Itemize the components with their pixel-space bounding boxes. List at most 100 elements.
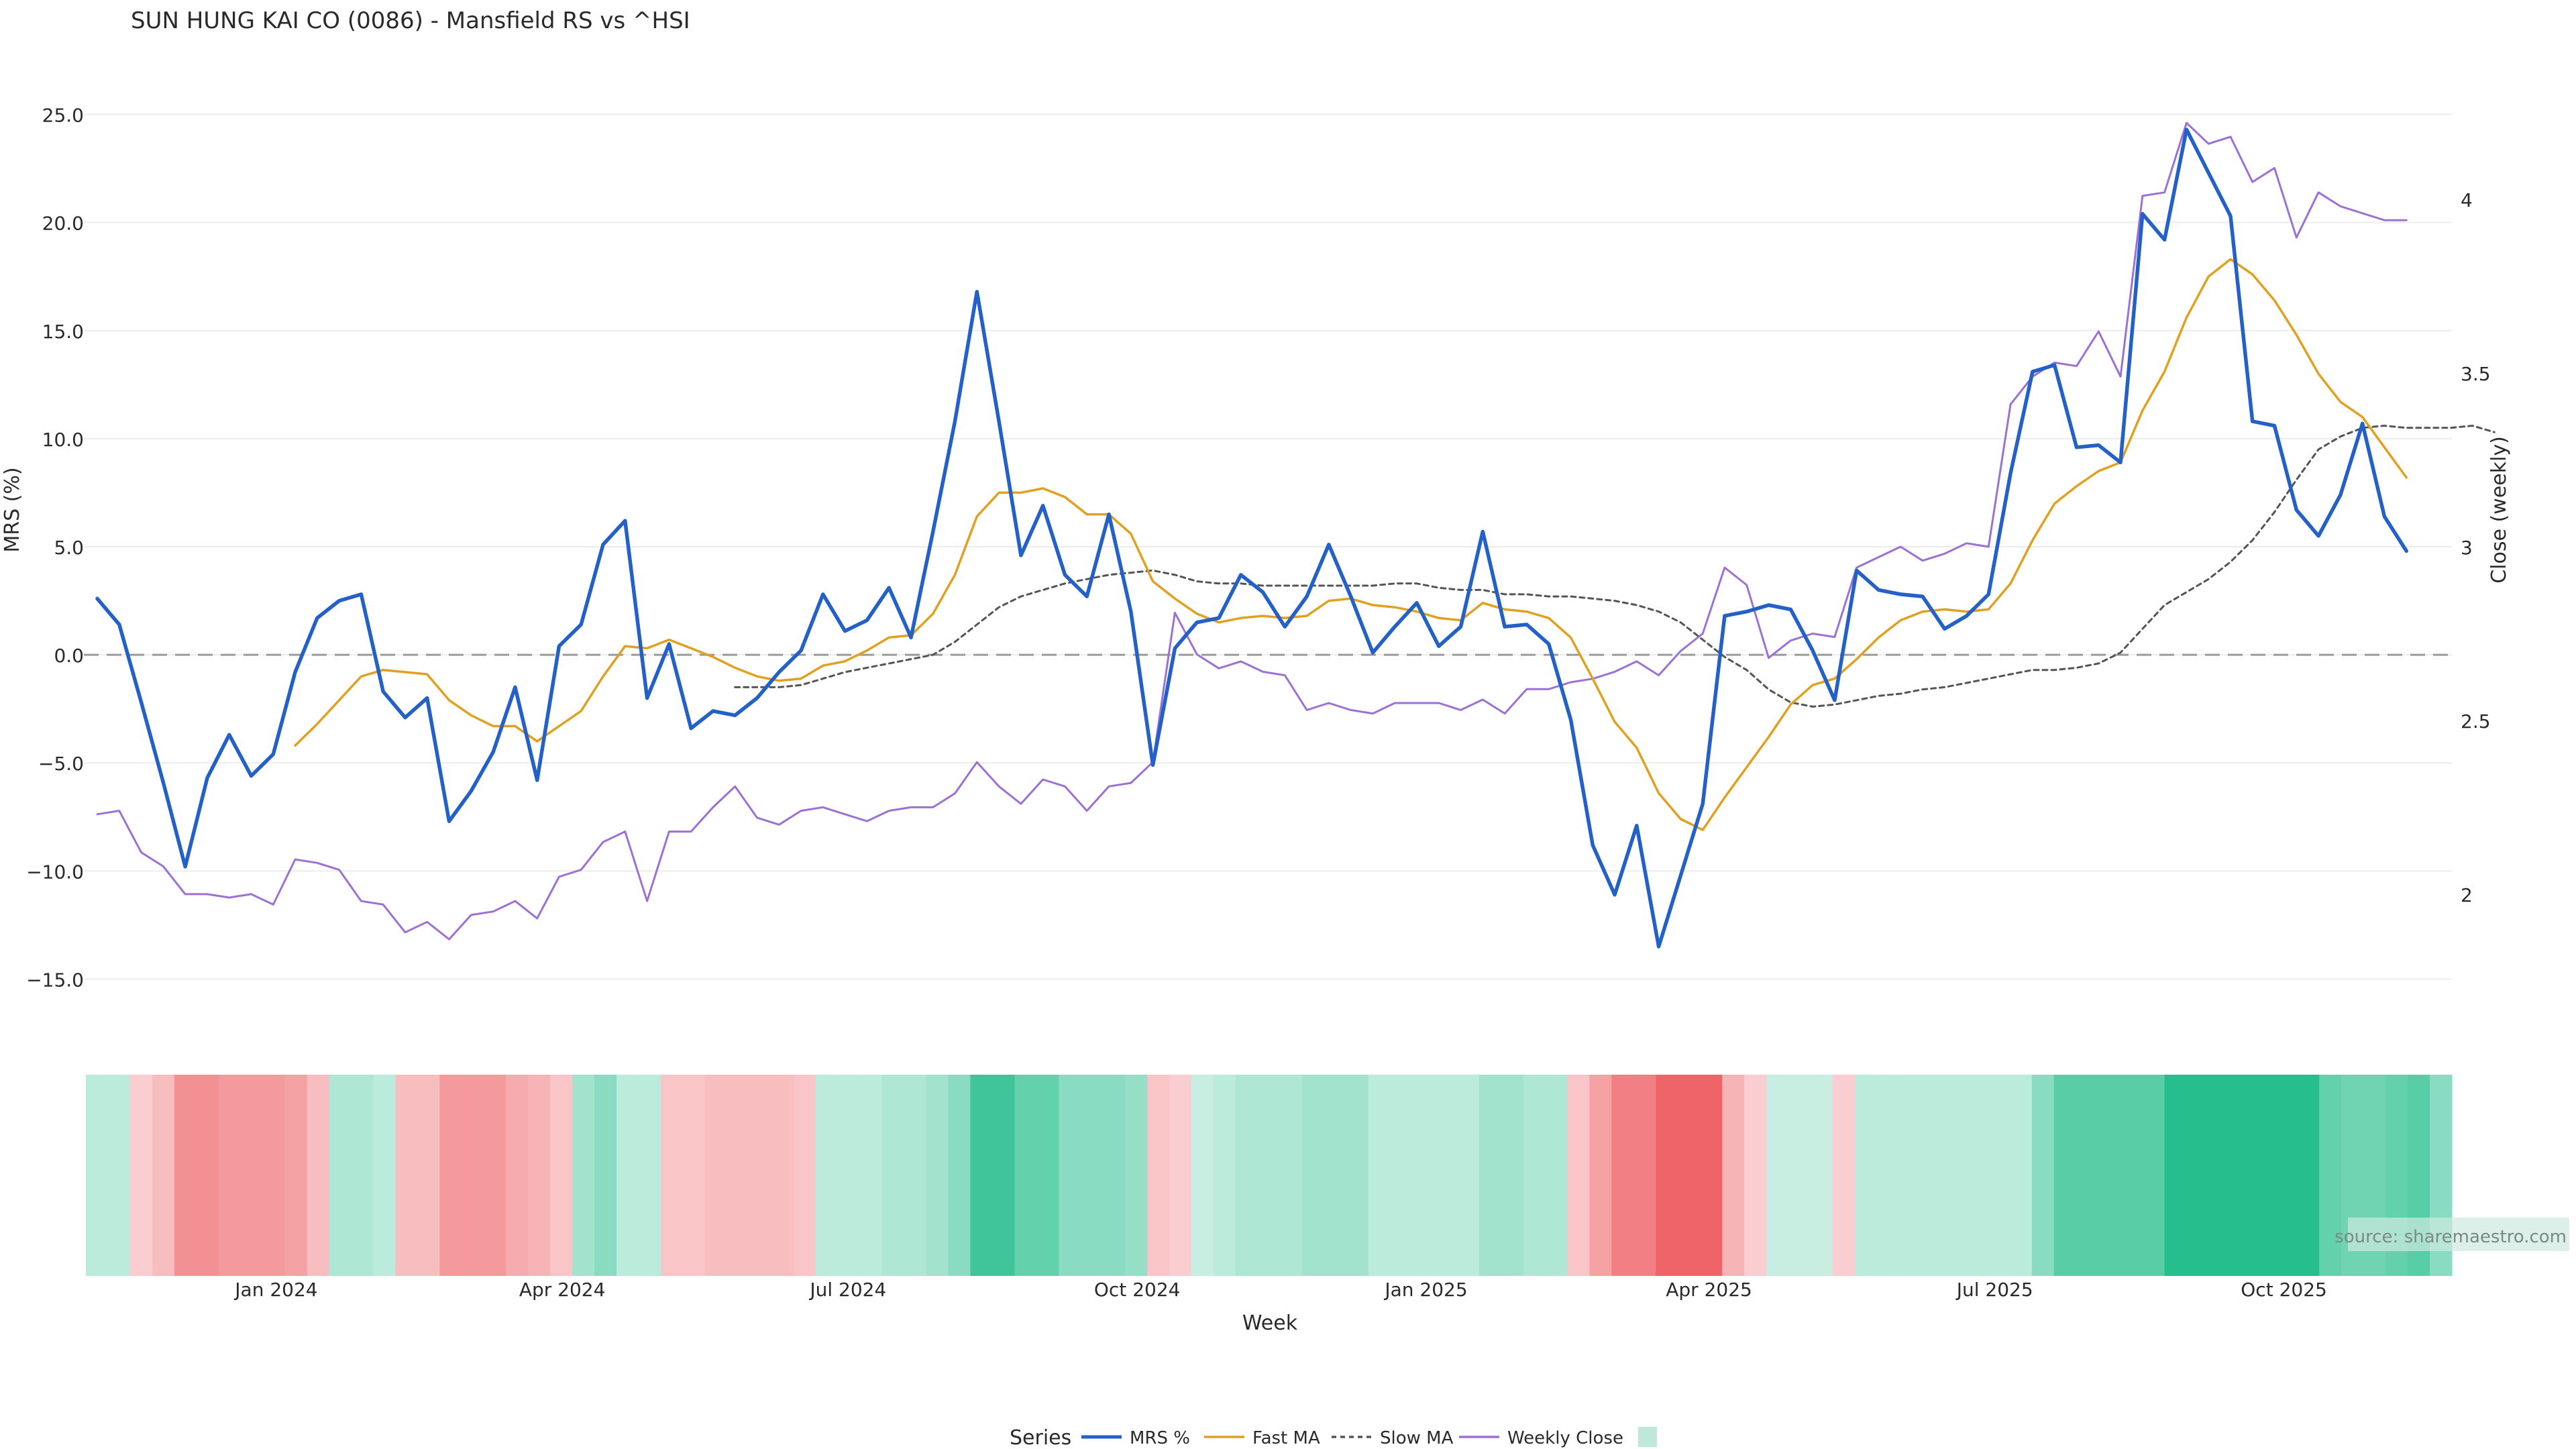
heatmap-cell [1744, 1075, 1767, 1276]
heatmap-cell [904, 1075, 927, 1276]
heatmap-cell [837, 1075, 861, 1276]
heatmap-cell [1324, 1075, 1347, 1276]
heatmap-cell [682, 1075, 706, 1276]
heatmap-cell [174, 1075, 197, 1276]
heatmap-cell [2319, 1075, 2342, 1276]
heatmap-cell [2231, 1075, 2253, 1276]
heatmap-cell [1479, 1075, 1502, 1276]
heatmap-cell [329, 1075, 352, 1276]
y2-tick-label: 3.5 [2461, 363, 2491, 385]
heatmap-cell [1103, 1075, 1126, 1276]
heatmap-cell [1301, 1075, 1325, 1276]
legend-title: Series [1010, 1426, 1071, 1449]
x-tick-label: Apr 2025 [1666, 1279, 1752, 1301]
heatmap-cell [594, 1075, 617, 1276]
x-tick-label: Oct 2024 [1094, 1279, 1181, 1301]
legend-label-slow: Slow MA [1380, 1428, 1454, 1448]
heatmap-cell [1147, 1075, 1170, 1276]
heatmap-cell [1456, 1075, 1480, 1276]
y-tick-label: −10.0 [26, 861, 84, 883]
heatmap-cell [1611, 1075, 1634, 1276]
series-line-slow [734, 425, 2496, 708]
y2-axis-tick-labels: 4 3.5 3 2.5 2 [2461, 189, 2491, 906]
heatmap-cell [1501, 1075, 1524, 1276]
x-tick-label: Apr 2024 [519, 1279, 606, 1301]
y-tick-label: −5.0 [38, 753, 84, 775]
x-tick-label: Jan 2024 [233, 1279, 317, 1301]
source-label: source: sharemaestro.com [2334, 1227, 2567, 1247]
heatmap-cell [129, 1075, 153, 1276]
mrs-heatmap-strip [86, 1075, 2453, 1276]
x-tick-label: Jan 2025 [1383, 1279, 1467, 1301]
y2-tick-label: 2.5 [2461, 710, 2491, 733]
heatmap-cell [196, 1075, 219, 1276]
heatmap-cell [859, 1075, 883, 1276]
heatmap-cell [1390, 1075, 1413, 1276]
heatmap-cell [218, 1075, 241, 1276]
y2-tick-label: 2 [2461, 884, 2473, 906]
heatmap-cell [815, 1075, 839, 1276]
heatmap-cell [1567, 1075, 1591, 1276]
heatmap-cell [1191, 1075, 1214, 1276]
heatmap-cell [1014, 1075, 1037, 1276]
y-tick-label: −15.0 [26, 969, 84, 991]
heatmap-cell [704, 1075, 728, 1276]
heatmap-cell [1921, 1075, 1944, 1276]
source-label-background [2348, 1218, 2569, 1251]
series-line-close [96, 121, 2408, 941]
heatmap-cell [749, 1075, 772, 1276]
heatmap-cell [1279, 1075, 1303, 1276]
y-tick-label: 20.0 [42, 213, 84, 235]
heatmap-cell [727, 1075, 750, 1276]
heatmap-cell [351, 1075, 374, 1276]
heatmap-cell [1081, 1075, 1104, 1276]
heatmap-cell [395, 1075, 419, 1276]
heatmap-cell [462, 1075, 484, 1276]
heatmap-cell [1545, 1075, 1568, 1276]
y2-axis-label: Close (weekly) [2487, 436, 2511, 584]
heatmap-cell [1987, 1075, 2010, 1276]
heatmap-cell [284, 1075, 308, 1276]
heatmap-cell [1811, 1075, 1833, 1276]
heatmap-cell [2053, 1075, 2077, 1276]
heatmap-cell [2275, 1075, 2298, 1276]
heatmap-cell [2208, 1075, 2231, 1276]
heatmap-cell [240, 1075, 264, 1276]
grid-lines [84, 113, 2452, 980]
heatmap-cell [1633, 1075, 1656, 1276]
heatmap-cell [506, 1075, 529, 1276]
legend: Series MRS % Fast MA Slow MA Weekly Close [1010, 1426, 1657, 1449]
legend-label-close: Weekly Close [1507, 1428, 1623, 1448]
heatmap-cell [970, 1075, 994, 1276]
heatmap-cell [2120, 1075, 2143, 1276]
heatmap-cell [1368, 1075, 1391, 1276]
heatmap-cell [439, 1075, 462, 1276]
series-line-mrs [95, 127, 2408, 949]
heatmap-cell [2186, 1075, 2210, 1276]
heatmap-cell [550, 1075, 573, 1276]
x-tick-label: Jul 2025 [1955, 1279, 2033, 1301]
y-axis-label: MRS (%) [1, 467, 24, 552]
heatmap-cell [2142, 1075, 2165, 1276]
x-tick-label: Oct 2025 [2241, 1279, 2327, 1301]
heatmap-cell [1523, 1075, 1546, 1276]
heatmap-cell [1700, 1075, 1723, 1276]
heatmap-cell [107, 1075, 131, 1276]
heatmap-cell [1346, 1075, 1369, 1276]
y-tick-label: 10.0 [42, 429, 84, 451]
x-axis-label: Week [1242, 1311, 1298, 1335]
heatmap-cell [2009, 1075, 2033, 1276]
heatmap-cell [992, 1075, 1016, 1276]
heatmap-cell [1943, 1075, 1966, 1276]
heatmap-cell [2297, 1075, 2320, 1276]
heatmap-cell [1214, 1075, 1236, 1276]
heatmap-cell [1059, 1075, 1081, 1276]
heatmap-cell [1589, 1075, 1613, 1276]
heatmap-cell [793, 1075, 816, 1276]
heatmap-cell [1876, 1075, 1900, 1276]
heatmap-cell [881, 1075, 905, 1276]
heatmap-cell [639, 1075, 661, 1276]
heatmap-cell [2076, 1075, 2099, 1276]
heatmap-cell [1898, 1075, 1922, 1276]
y-tick-label: 25.0 [42, 105, 84, 127]
